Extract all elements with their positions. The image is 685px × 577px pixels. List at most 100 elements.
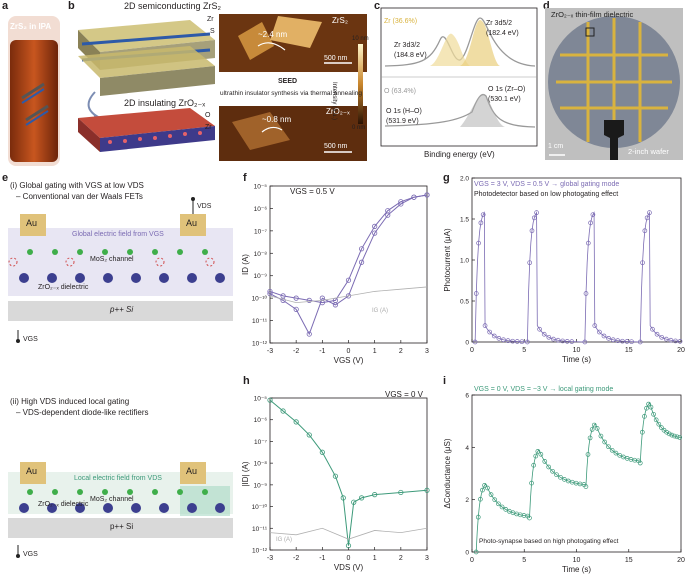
g-point — [673, 338, 678, 344]
e-vgs-i: VGS — [23, 336, 38, 343]
i-point — [666, 431, 672, 437]
g-point — [654, 331, 660, 337]
i-series-line — [475, 402, 682, 553]
i-point — [637, 460, 643, 466]
f-point — [372, 230, 378, 236]
g-ytick-label: 1.5 — [460, 217, 469, 224]
g-point — [588, 220, 593, 226]
g-point — [541, 331, 547, 337]
d-wafer: 2-inch wafer — [628, 147, 669, 156]
g-point — [659, 334, 665, 340]
i-point — [598, 433, 604, 439]
i-point — [562, 477, 567, 482]
g-point — [519, 339, 525, 345]
c-zr-pct: Zr (36.6%) — [384, 18, 418, 25]
h-xtick-label: 3 — [425, 555, 429, 562]
g-point — [480, 212, 486, 218]
g-point — [569, 339, 575, 344]
i-point — [480, 487, 485, 493]
i-point — [482, 483, 487, 488]
f-point — [345, 277, 352, 283]
i-point — [529, 480, 534, 486]
i-point — [499, 504, 505, 510]
seed-title: SEED — [278, 78, 298, 85]
i-point — [583, 484, 589, 489]
g-point — [564, 339, 570, 344]
i-point — [617, 452, 622, 458]
i-annotation: VGS = 0 V, VDS = −3 V → local gating mod… — [474, 386, 614, 393]
i-point — [642, 414, 647, 419]
e-vgs-ii: VGS — [23, 551, 38, 558]
g-point — [476, 240, 481, 246]
i-point — [527, 515, 532, 521]
g-point — [534, 210, 539, 216]
g-point — [546, 334, 552, 340]
h-point — [340, 495, 346, 501]
g-xtick-label: 15 — [625, 347, 633, 354]
f-ytick-label: 10⁻¹¹ — [252, 318, 268, 325]
e-local-field: Local electric field from VDS — [74, 475, 162, 482]
afm1-scale: 500 nm — [324, 55, 348, 62]
h-point — [358, 495, 365, 501]
e-mos2-ii: MoS₂ channel — [90, 496, 134, 503]
e-si-i: p++ Si — [110, 305, 134, 314]
h-point — [332, 473, 339, 479]
h-point — [351, 499, 357, 505]
i-ylabel: ΔConductance (μS) — [443, 438, 452, 508]
panel-letter-i: i — [443, 375, 447, 387]
f-frame — [269, 185, 428, 344]
i-point — [609, 447, 615, 453]
e-i-title: (i) Global gating with VGS at low VDS — [10, 181, 144, 190]
i-point — [589, 427, 595, 432]
g-point — [637, 339, 643, 345]
i-ytick-label: 0 — [465, 550, 469, 557]
g-point — [592, 323, 598, 328]
f-series-line — [269, 194, 428, 304]
flake-stack-icon — [21, 82, 49, 126]
e-zro-i: ZrO₂₋ₓ dielectric — [38, 284, 89, 291]
g-ytick-label: 2.0 — [460, 176, 469, 183]
h-ytick-label: 10⁻⁹ — [254, 482, 268, 489]
c-o-pct: O (63.4%) — [384, 88, 416, 95]
g-point — [496, 335, 502, 341]
g-point — [527, 260, 533, 266]
seed-subtitle: ultrathin insulator synthesis via therma… — [220, 90, 362, 97]
vial-label: ZrS₂ in IPA — [10, 22, 52, 31]
h-ytick-label: 10⁻⁸ — [254, 461, 268, 468]
g-point — [505, 338, 511, 344]
i-point — [587, 435, 593, 441]
h-point — [280, 408, 286, 414]
h-xtick-label: 1 — [373, 555, 377, 562]
f-ytick-label: 10⁻⁷ — [254, 228, 268, 235]
colorbar-bottom: 0 nm — [352, 125, 366, 131]
i-xtick-label: 5 — [522, 557, 526, 564]
h-xtick-label: -2 — [293, 555, 299, 562]
f-point — [372, 223, 378, 229]
i-point — [531, 462, 537, 468]
i-point — [478, 496, 483, 502]
g-point — [525, 339, 530, 345]
g-point — [482, 323, 488, 328]
h-point — [345, 543, 352, 549]
i-point — [669, 432, 675, 438]
i-xtick-label: 0 — [470, 557, 474, 564]
g-point — [668, 337, 674, 343]
e-au-right: Au — [186, 218, 198, 228]
f-ylabel: ID (A) — [241, 254, 250, 275]
g-point — [629, 339, 634, 345]
e-ii-sub: – VDS-dependent diode-like rectifiers — [16, 408, 149, 417]
f-xlabel: VGS (V) — [334, 356, 364, 365]
g-point — [677, 339, 683, 344]
h-annotation: VGS = 0 V — [385, 390, 424, 399]
i-point — [503, 507, 509, 512]
e-si-ii: p++ Si — [110, 522, 134, 531]
f-ig: IG (A) — [372, 308, 388, 314]
g-point — [624, 339, 630, 344]
g-point — [640, 260, 645, 266]
g-point — [555, 337, 561, 343]
e-au-left: Au — [26, 218, 38, 228]
f-point — [293, 295, 299, 301]
i-subtitle: Photo-synapse based on high photogating … — [479, 538, 619, 545]
